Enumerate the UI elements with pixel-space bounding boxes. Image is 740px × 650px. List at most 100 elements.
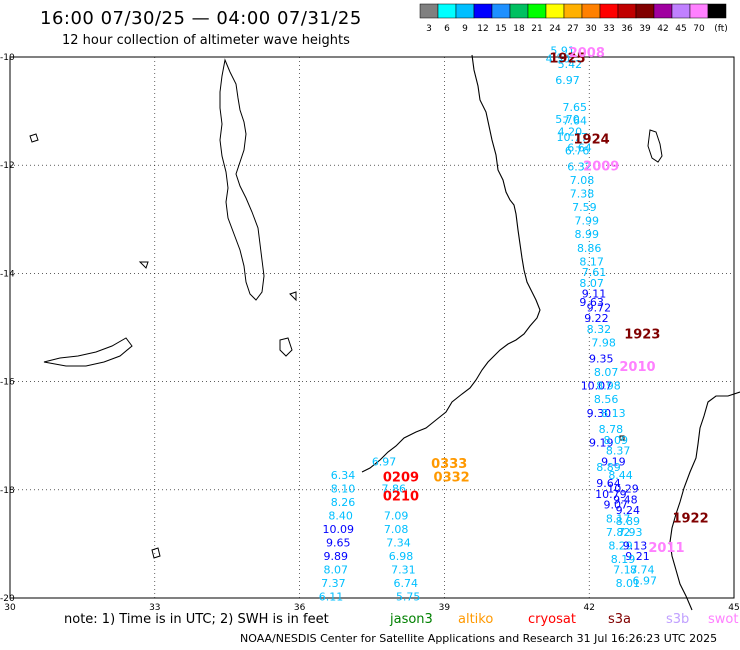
swh-value: 8.29 [608, 539, 633, 552]
track-time-label: 0209 [383, 471, 419, 486]
swh-value: 8.86 [577, 242, 602, 255]
small-lake-2 [289, 291, 297, 302]
swh-value: 8.32 [587, 323, 612, 336]
track-time-label: 2011 [648, 541, 684, 556]
swh-value: 8.56 [594, 393, 619, 406]
track-time-label: 0333 [431, 457, 467, 472]
lat-tick-label: -14 [0, 269, 15, 279]
swh-value: 8.78 [599, 423, 624, 436]
swh-value: 9.30 [587, 407, 612, 420]
swh-value: 7.38 [570, 188, 595, 201]
swh-value: 8.89 [596, 461, 621, 474]
swh-value: 10.09 [322, 523, 354, 536]
colorbar-label: 36 [621, 24, 633, 34]
lat-tick-label: -16 [0, 378, 15, 388]
swh-value: 6.64 [567, 142, 592, 155]
swh-value: 8.40 [328, 510, 353, 523]
swh-value: 7.08 [384, 523, 409, 536]
swh-value: 8.19 [611, 553, 636, 566]
madagascar-coastline [669, 391, 740, 611]
note-text: note: 1) Time is in UTC; 2) SWH is in fe… [64, 612, 329, 627]
swh-value: 7.64 [562, 115, 587, 128]
colorbar-label: 45 [675, 24, 686, 34]
swh-value: 9.72 [587, 301, 612, 314]
swh-value: 7.34 [386, 537, 411, 550]
lon-tick-label: 42 [583, 603, 594, 613]
swh-value: 10.29 [607, 483, 639, 496]
swh-value: 9.19 [589, 437, 614, 450]
small-lake [279, 337, 293, 357]
lon-tick-label: 45 [728, 603, 739, 613]
axis-ticks: 30 33 36 39 42 45 -10 -12 -14 -16 -18 -20 [0, 53, 740, 613]
colorbar-label: 12 [477, 24, 488, 34]
swh-value: 7.09 [384, 510, 409, 523]
swh-value: 8.89 [616, 515, 641, 528]
colorbar-label: 33 [603, 24, 614, 34]
swh-value: 6.97 [632, 574, 657, 587]
satellite-legend-swot: swot [708, 612, 739, 627]
swh-value: 7.61 [582, 266, 607, 279]
swh-value: 10.79 [595, 488, 627, 501]
colorbar-label: 70 [693, 24, 705, 34]
colorbar-label: 24 [549, 24, 561, 34]
lon-tick-label: 30 [4, 603, 16, 613]
lat-tick-label: -20 [0, 594, 15, 604]
swh-value: 8.44 [608, 469, 633, 482]
swh-value: 10.07 [581, 380, 613, 393]
swh-value: 7.86 [381, 483, 406, 496]
swh-value: 8.07 [594, 366, 619, 379]
map-subtitle: 12 hour collection of altimeter wave hei… [62, 33, 350, 48]
swh-value: 7.31 [391, 564, 416, 577]
lake-malawi [219, 58, 265, 301]
swh-value: 6.11 [319, 591, 344, 604]
swh-value: 7.98 [591, 336, 616, 349]
lat-tick-label: -18 [0, 486, 15, 496]
swh-value: 8.07 [579, 277, 604, 290]
swh-value: 5.42 [558, 58, 583, 71]
track-time-label: 1924 [574, 133, 610, 148]
swh-value: 8.74 [630, 564, 655, 577]
track-time-label: 0210 [383, 490, 419, 505]
swh-value: 4.20 [558, 125, 583, 138]
swh-value: 9.48 [613, 493, 638, 506]
colorbar-label: 9 [462, 24, 468, 34]
colorbar-label: 39 [639, 24, 651, 34]
swh-value: 9.64 [596, 477, 621, 490]
swh-value: 4.30 [546, 52, 571, 65]
colorbar-label: 21 [531, 24, 542, 34]
swh-value: 7.17 [613, 564, 638, 577]
satellite-legend-altiko: altiko [458, 612, 494, 627]
colorbar: 3 6 9 12 15 18 21 24 27 30 33 36 39 42 45 70 (ft) [419, 3, 728, 34]
swh-value: 9.11 [582, 288, 607, 301]
colorbar-label: 18 [513, 24, 525, 34]
colorbar-label: (ft) [714, 24, 728, 34]
swh-value: 7.37 [321, 577, 346, 590]
swh-value: 6.32 [567, 161, 592, 174]
swh-value: 8.99 [575, 228, 600, 241]
swh-value: 6.97 [555, 74, 580, 87]
swh-value: 8.13 [601, 407, 626, 420]
swh-value: 5.91 [550, 44, 575, 57]
track-time-label: 0332 [434, 471, 470, 486]
swh-value: 6.98 [389, 550, 414, 563]
coastline [29, 54, 740, 611]
lon-tick-label: 39 [439, 603, 451, 613]
swh-value: 6.74 [394, 577, 419, 590]
swh-value: 10.77 [557, 131, 589, 144]
swh-value: 8.17 [579, 255, 604, 268]
track-time-label: 2009 [583, 160, 619, 175]
track-time-label: 2010 [619, 360, 655, 375]
swh-value: 6.97 [372, 455, 397, 468]
lake-kariba [43, 337, 133, 367]
swh-value: 8.37 [606, 445, 631, 458]
swh-value: 6.76 [565, 144, 590, 157]
track-time-label: 2008 [569, 46, 605, 61]
swh-value: 7.93 [618, 526, 643, 539]
africa-coastline [361, 54, 541, 473]
swh-value: 8.07 [324, 564, 349, 577]
grid-lines [10, 57, 734, 598]
swh-value: 9.19 [601, 455, 626, 468]
